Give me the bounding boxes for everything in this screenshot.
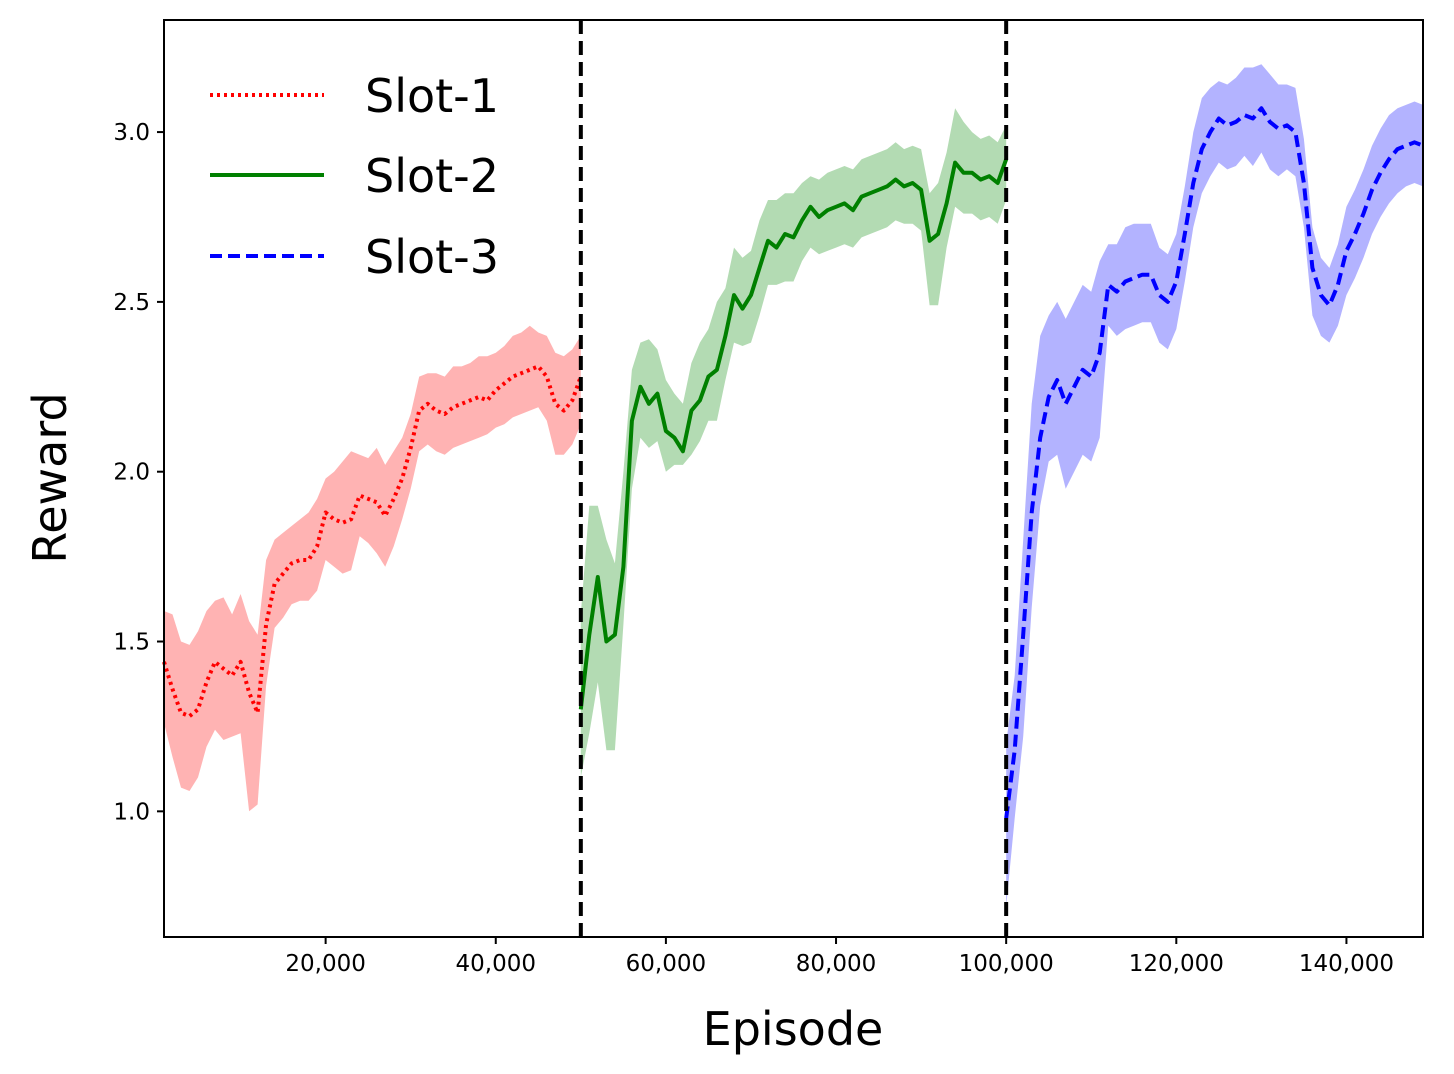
x-tick-label: 100,000 (959, 951, 1054, 977)
band-slot-2 (580, 108, 1007, 778)
legend-label-slot-3: Slot-3 (365, 230, 499, 284)
y-tick-label: 1.0 (113, 799, 150, 825)
x-tick-label: 20,000 (285, 951, 365, 977)
series-lines (162, 106, 1424, 819)
y-tick-label: 2.5 (113, 290, 150, 316)
legend: Slot-1 Slot-2 Slot-3 (210, 69, 499, 284)
x-axis-ticks: 20,000 40,000 60,000 80,000 100,000 120,000 14… (285, 937, 1394, 977)
x-tick-label: 60,000 (626, 951, 706, 977)
band-slot-1 (164, 325, 581, 812)
x-tick-label: 120,000 (1129, 951, 1224, 977)
x-tick-label: 80,000 (796, 951, 876, 977)
y-tick-label: 2.0 (113, 460, 150, 486)
line-slot-3 (1004, 106, 1424, 819)
band-slot-3 (1006, 64, 1423, 907)
x-axis-title: Episode (703, 1002, 884, 1056)
plot-frame (163, 19, 1424, 938)
y-tick-label: 1.5 (113, 630, 150, 656)
line-slot-2 (578, 158, 1009, 710)
y-axis-ticks: 1.0 1.5 2.0 2.5 3.0 (113, 120, 164, 825)
x-tick-label: 40,000 (456, 951, 536, 977)
line-slot-1 (162, 364, 583, 719)
y-axis-title: Reward (23, 392, 77, 563)
slot-boundaries (578, 20, 1009, 937)
x-tick-label: 140,000 (1299, 951, 1394, 977)
legend-label-slot-1: Slot-1 (365, 69, 499, 123)
legend-label-slot-2: Slot-2 (365, 149, 499, 203)
y-tick-label: 3.0 (113, 120, 150, 146)
confidence-bands (164, 64, 1423, 907)
